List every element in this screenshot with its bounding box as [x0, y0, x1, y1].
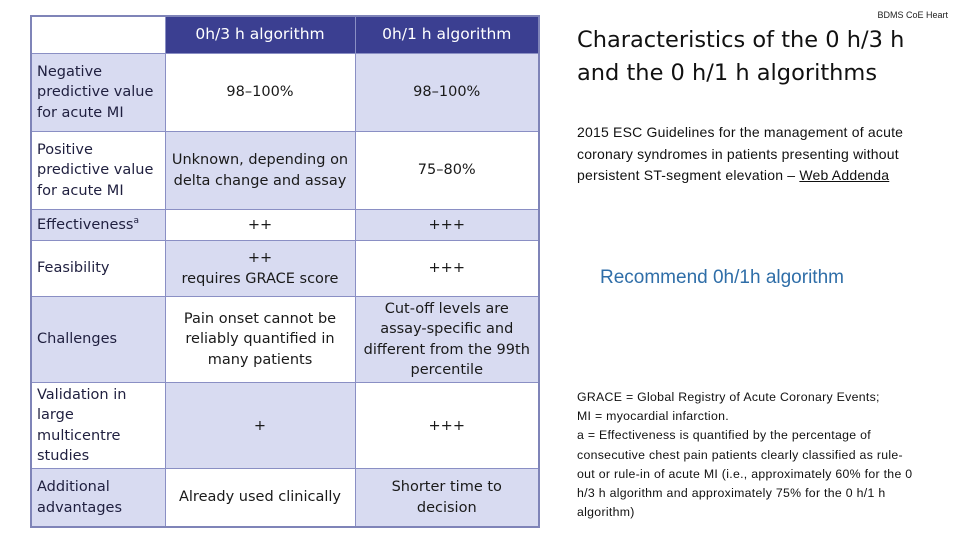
cell-ppv-0h3h: Unknown, depending on delta change and a…: [164, 131, 356, 210]
table-corner-cell: [31, 16, 166, 54]
effectiveness-label: Effectiveness: [37, 216, 134, 233]
table-row: Positive predictive value for acute MI U…: [30, 131, 540, 210]
footnote-effectiveness: a = Effectiveness is quantified by the p…: [577, 428, 913, 520]
table-row: Challenges Pain onset cannot be reliably…: [30, 295, 540, 384]
table-row: Effectivenessa ++ +++: [30, 209, 540, 241]
guideline-source-text: 2015 ESC Guidelines for the management o…: [577, 124, 904, 183]
cell-npv-0h3h: 98–100%: [164, 53, 356, 132]
table-row: Feasibility ++ requires GRACE score +++: [30, 240, 540, 297]
table-row: Negative predictive value for acute MI 9…: [30, 53, 540, 132]
cell-challenges-0h1h: Cut-off levels are assay-specific and di…: [354, 295, 540, 384]
cell-challenges-0h3h: Pain onset cannot be reliably quantified…: [164, 295, 356, 384]
cell-validation-0h3h: +: [164, 382, 356, 470]
header-tag: BDMS CoE Heart: [877, 10, 948, 20]
cell-effectiveness-0h3h: ++: [164, 209, 356, 241]
cell-effectiveness-0h1h: +++: [354, 209, 540, 241]
table-row: Validation in large multicentre studies …: [30, 382, 540, 470]
cell-advantages-0h1h: Shorter time to decision: [354, 468, 540, 528]
recommendation: Recommend 0h/1h algorithm: [600, 267, 844, 288]
cell-advantages-0h3h: Already used clinically: [164, 468, 356, 528]
footnote-mark: a: [133, 216, 139, 227]
row-label-ppv: Positive predictive value for acute MI: [30, 131, 166, 210]
cell-npv-0h1h: 98–100%: [354, 53, 540, 132]
table-header-row: 0h/3 h algorithm 0h/1 h algorithm: [31, 15, 540, 54]
footnotes: GRACE = Global Registry of Acute Coronar…: [577, 388, 917, 522]
web-addenda-link[interactable]: Web Addenda: [799, 167, 890, 183]
row-label-effectiveness: Effectivenessa: [30, 209, 166, 241]
row-label-advantages: Additional advantages: [30, 468, 166, 528]
column-header-0h1h: 0h/1 h algorithm: [354, 15, 540, 54]
row-label-challenges: Challenges: [30, 295, 166, 384]
feasibility-rating: ++: [247, 250, 273, 267]
footnote-grace: GRACE = Global Registry of Acute Coronar…: [577, 390, 880, 404]
row-label-npv: Negative predictive value for acute MI: [30, 53, 166, 132]
slide-title: Characteristics of the 0 h/3 h and the 0…: [577, 27, 905, 86]
feasibility-requirement: requires GRACE score: [181, 270, 339, 287]
table-row: Additional advantages Already used clini…: [30, 468, 540, 528]
guideline-source: 2015 ESC Guidelines for the management o…: [577, 122, 907, 187]
cell-feasibility-0h3h: ++ requires GRACE score: [164, 240, 356, 297]
column-header-0h3h: 0h/3 h algorithm: [164, 15, 356, 54]
footnote-mi: MI = myocardial infarction.: [577, 409, 729, 424]
row-label-feasibility: Feasibility: [30, 240, 166, 297]
cell-validation-0h1h: +++: [354, 382, 540, 470]
cell-ppv-0h1h: 75–80%: [354, 131, 540, 210]
cell-feasibility-0h1h: +++: [354, 240, 540, 297]
row-label-validation: Validation in large multicentre studies: [30, 382, 166, 470]
algorithm-comparison-table: 0h/3 h algorithm 0h/1 h algorithm Negati…: [30, 15, 540, 528]
